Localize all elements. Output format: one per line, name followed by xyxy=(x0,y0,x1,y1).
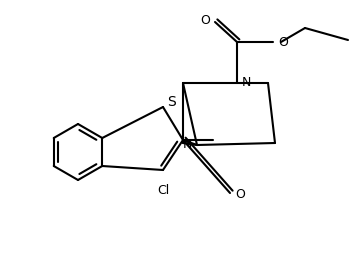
Text: O: O xyxy=(200,14,210,26)
Text: S: S xyxy=(167,95,176,109)
Text: O: O xyxy=(278,35,288,48)
Text: N: N xyxy=(242,77,251,90)
Text: N: N xyxy=(183,139,192,151)
Text: O: O xyxy=(235,188,245,201)
Text: Cl: Cl xyxy=(157,184,169,197)
